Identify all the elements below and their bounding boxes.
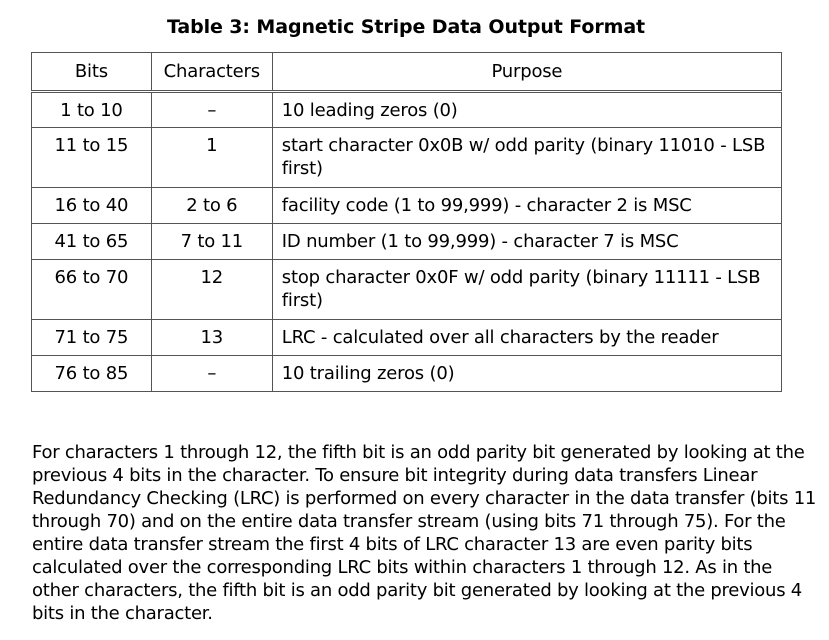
table-row: 71 to 75 13 LRC - calculated over all ch… [31, 319, 783, 356]
cell-purpose: ID number (1 to 99,999) - character 7 is… [271, 223, 783, 260]
cell-bits: 11 to 15 [31, 127, 152, 188]
data-format-table: Bits Characters Purpose 1 to 10 – 10 lea… [31, 52, 783, 392]
column-header-characters: Characters [150, 52, 273, 92]
cell-purpose: facility code (1 to 99,999) - character … [271, 187, 783, 224]
table-header-row: Bits Characters Purpose [31, 52, 783, 92]
table-row: 1 to 10 – 10 leading zeros (0) [31, 91, 783, 128]
cell-purpose: start character 0x0B w/ odd parity (bina… [271, 127, 783, 188]
cell-characters: – [150, 91, 273, 128]
cell-characters: 7 to 11 [150, 223, 273, 260]
table-title: Table 3: Magnetic Stripe Data Output For… [166, 16, 646, 38]
cell-bits: 66 to 70 [31, 259, 152, 320]
cell-purpose: 10 trailing zeros (0) [271, 355, 783, 392]
cell-characters: 12 [150, 259, 273, 320]
cell-bits: 76 to 85 [31, 355, 152, 392]
table-row: 41 to 65 7 to 11 ID number (1 to 99,999)… [31, 223, 783, 260]
cell-purpose: stop character 0x0F w/ odd parity (binar… [271, 259, 783, 320]
explanation-paragraph: For characters 1 through 12, the fifth b… [32, 442, 817, 624]
cell-bits: 1 to 10 [31, 91, 152, 128]
column-header-bits: Bits [31, 52, 152, 92]
table-row: 16 to 40 2 to 6 facility code (1 to 99,9… [31, 187, 783, 224]
cell-characters: 13 [150, 319, 273, 356]
column-header-purpose: Purpose [271, 52, 783, 92]
cell-characters: – [150, 355, 273, 392]
cell-bits: 16 to 40 [31, 187, 152, 224]
cell-purpose: 10 leading zeros (0) [271, 91, 783, 128]
cell-characters: 2 to 6 [150, 187, 273, 224]
table-row: 66 to 70 12 stop character 0x0F w/ odd p… [31, 259, 783, 320]
cell-purpose: LRC - calculated over all characters by … [271, 319, 783, 356]
cell-characters: 1 [150, 127, 273, 188]
cell-bits: 41 to 65 [31, 223, 152, 260]
table-row: 76 to 85 – 10 trailing zeros (0) [31, 355, 783, 392]
cell-bits: 71 to 75 [31, 319, 152, 356]
table-row: 11 to 15 1 start character 0x0B w/ odd p… [31, 127, 783, 188]
